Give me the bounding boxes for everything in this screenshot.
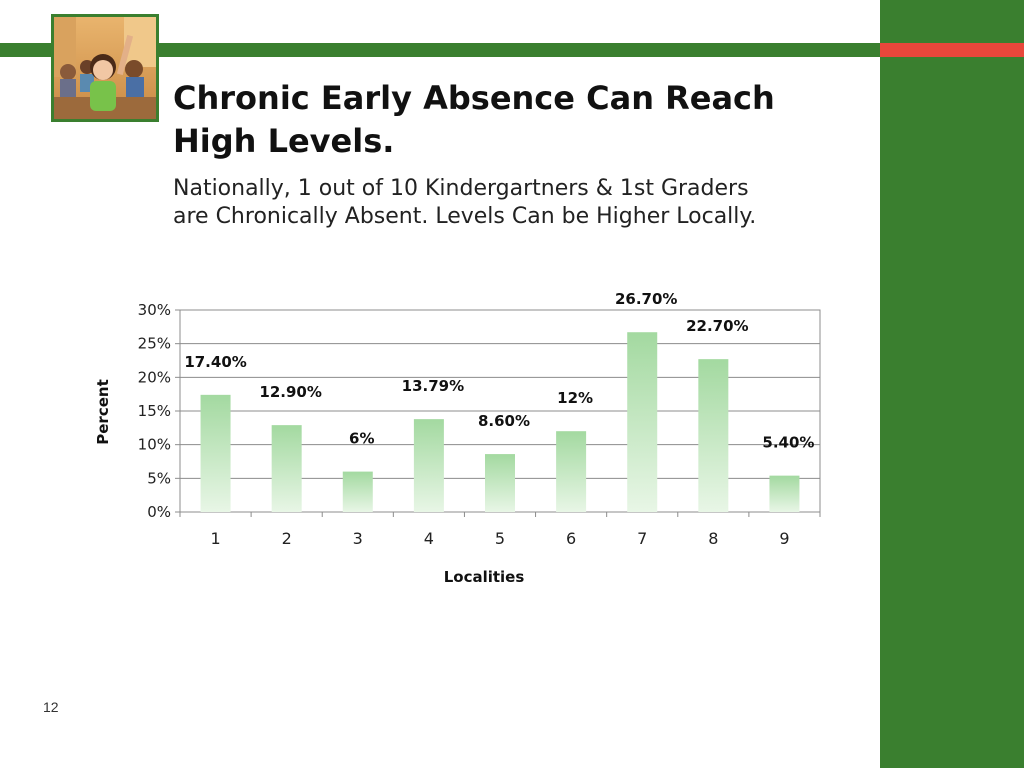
x-tick-label: 1 <box>210 529 220 548</box>
y-axis-title: Percent <box>94 379 112 444</box>
x-tick-label: 9 <box>779 529 789 548</box>
subtitle-line-1: Nationally, 1 out of 10 Kindergartners &… <box>173 176 749 201</box>
bar <box>413 419 444 512</box>
page-number: 12 <box>43 699 59 715</box>
y-tick-label: 20% <box>138 368 171 386</box>
slide-title: Chronic Early Absence Can Reach High Lev… <box>173 79 775 160</box>
header-stripe <box>0 43 880 57</box>
data-label: 6% <box>349 430 374 448</box>
data-label: 26.70% <box>615 290 677 308</box>
bar <box>556 431 587 512</box>
bar <box>627 332 658 512</box>
data-label: 12% <box>557 389 593 407</box>
bar <box>200 394 231 512</box>
x-tick-label: 7 <box>637 529 647 548</box>
x-tick-label: 6 <box>566 529 576 548</box>
y-tick-label: 10% <box>138 436 171 454</box>
bar <box>769 475 800 512</box>
side-accent-stripe <box>880 43 1024 57</box>
data-label: 22.70% <box>686 317 748 335</box>
x-axis-title: Localities <box>444 568 525 586</box>
bar <box>485 454 515 512</box>
data-label: 8.60% <box>478 412 530 430</box>
x-tick-label: 5 <box>495 529 505 548</box>
bar-chart: 0% 5% 10% 15% 20% 25% 30% 1 2 3 4 5 6 7 8 9 17.40% 12.90… <box>94 290 821 586</box>
side-panel <box>880 0 1024 768</box>
data-label: 5.40% <box>762 434 814 452</box>
bar <box>698 359 729 512</box>
data-label: 13.79% <box>402 377 464 395</box>
y-tick-label: 15% <box>138 402 171 420</box>
x-tick-label: 8 <box>708 529 718 548</box>
x-tick-label: 3 <box>353 529 363 548</box>
data-label: 17.40% <box>184 353 246 371</box>
x-tick-label: 2 <box>282 529 292 548</box>
y-tick-label: 30% <box>138 301 171 319</box>
bar <box>342 471 373 512</box>
classroom-photo <box>51 14 159 122</box>
y-tick-label: 0% <box>147 503 171 521</box>
slide-subtitle: Nationally, 1 out of 10 Kindergartners &… <box>173 175 873 231</box>
y-tick-label: 5% <box>147 469 171 487</box>
data-label: 12.90% <box>259 383 321 401</box>
y-tick-label: 25% <box>138 335 171 353</box>
x-tick-label: 4 <box>424 529 434 548</box>
subtitle-line-2: are Chronically Absent. Levels Can be Hi… <box>173 204 757 229</box>
bar <box>271 425 302 512</box>
